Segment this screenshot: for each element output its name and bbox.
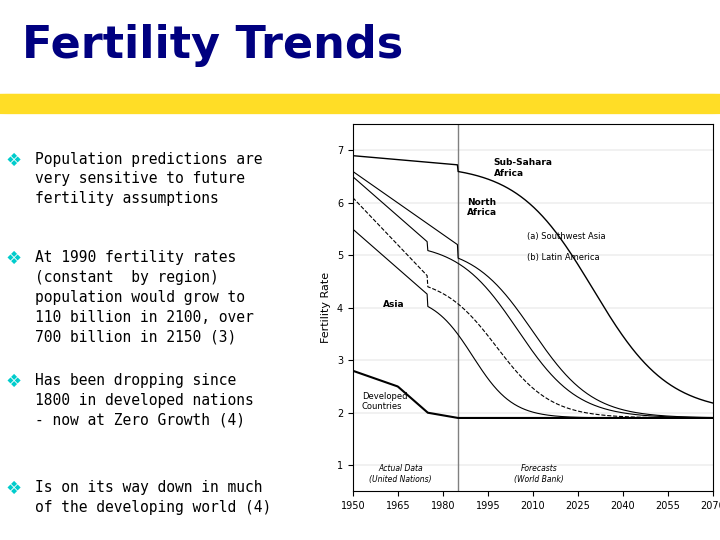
Text: Sub-Sahara
Africa: Sub-Sahara Africa xyxy=(494,158,553,178)
Text: Developed
Countries: Developed Countries xyxy=(362,392,408,411)
Text: Asia: Asia xyxy=(383,300,405,309)
Text: ❖: ❖ xyxy=(6,480,22,498)
Text: Actual Data
(United Nations): Actual Data (United Nations) xyxy=(369,464,432,483)
Text: ❖: ❖ xyxy=(6,152,22,170)
Text: Fertility Trends: Fertility Trends xyxy=(22,24,403,68)
Text: Is on its way down in much
of the developing world (4): Is on its way down in much of the develo… xyxy=(35,480,271,515)
Text: (b) Latin America: (b) Latin America xyxy=(527,253,600,262)
Text: ❖: ❖ xyxy=(6,373,22,392)
Text: Population predictions are
very sensitive to future
fertility assumptions: Population predictions are very sensitiv… xyxy=(35,152,262,206)
Text: North
Africa: North Africa xyxy=(467,198,497,217)
Text: (a) Southwest Asia: (a) Southwest Asia xyxy=(527,232,606,241)
Text: ❖: ❖ xyxy=(6,250,22,268)
Y-axis label: Fertility Rate: Fertility Rate xyxy=(321,272,331,343)
Text: Has been dropping since
1800 in developed nations
- now at Zero Growth (4): Has been dropping since 1800 in develope… xyxy=(35,373,253,428)
FancyBboxPatch shape xyxy=(0,94,720,114)
Text: Forecasts
(World Bank): Forecasts (World Bank) xyxy=(514,464,564,483)
Text: At 1990 fertility rates
(constant  by region)
population would grow to
110 billi: At 1990 fertility rates (constant by reg… xyxy=(35,250,253,345)
